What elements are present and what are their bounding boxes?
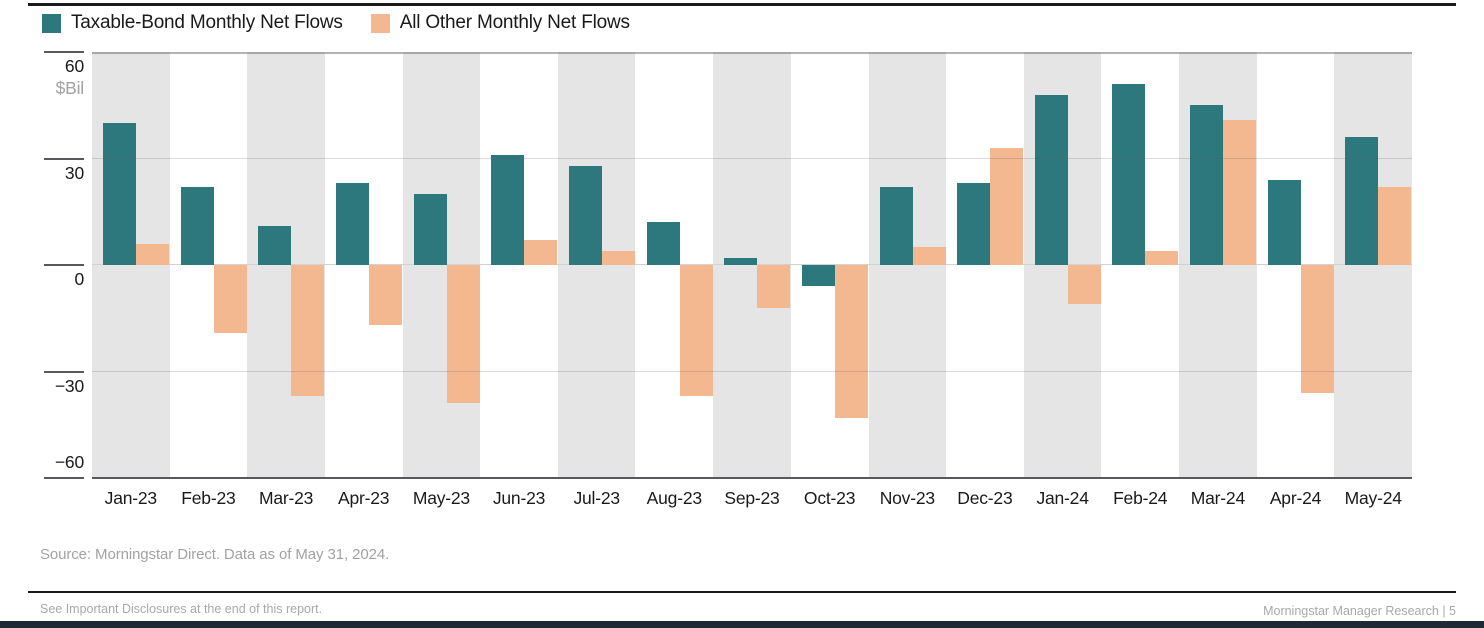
taxable-bond-bar <box>568 165 602 265</box>
footer-brand-bar <box>0 621 1484 628</box>
x-axis-label: Nov-23 <box>879 488 935 508</box>
x-axis-labels: Jan-23 Feb-23 Mar-23 Apr-23 May-23 Jun-23 Jul-… <box>92 488 1412 510</box>
y-tick <box>44 264 84 266</box>
y-tick <box>44 477 84 479</box>
gridline <box>92 370 1412 372</box>
legend-label-all-other: All Other Monthly Net Flows <box>399 12 630 33</box>
month-band <box>1334 52 1412 478</box>
y-tick <box>44 157 84 160</box>
all-other-bar <box>1300 265 1334 393</box>
taxable-bond-bar <box>724 257 758 265</box>
plot-top-line <box>92 52 1412 54</box>
all-other-bar <box>601 250 635 265</box>
legend-label-taxable-bond: Taxable-Bond Monthly Net Flows <box>71 12 343 33</box>
all-other-bar <box>136 243 169 265</box>
taxable-bond-bar <box>1112 84 1146 265</box>
y-tick-label: −60 <box>54 452 84 472</box>
month-band <box>480 52 558 478</box>
footer-brand-page: Morningstar Manager Research | 5 <box>1263 604 1456 618</box>
taxable-bond-bar <box>1267 179 1301 265</box>
x-axis-label: Oct-23 <box>803 488 856 508</box>
taxable-bond-bar <box>491 155 525 265</box>
x-axis-label: Apr-24 <box>1269 488 1322 508</box>
all-other-bar <box>679 265 713 397</box>
all-other-bar <box>1378 186 1412 265</box>
all-other-bar <box>1145 250 1179 265</box>
x-axis-label: Feb-23 <box>181 488 236 508</box>
x-axis-label: Jan-24 <box>1036 488 1089 508</box>
month-band <box>557 52 636 478</box>
taxable-bond-bar <box>646 222 680 265</box>
taxable-bond-bar <box>1345 137 1379 265</box>
footer-divider <box>28 591 1456 593</box>
taxable-bond-bar <box>879 186 913 265</box>
x-axis-label: Mar-23 <box>258 488 314 508</box>
x-axis-label: Apr-23 <box>338 488 390 508</box>
all-other-bar <box>990 147 1024 265</box>
all-other-bar <box>213 265 247 333</box>
taxable-bond-bar <box>957 183 991 265</box>
chart-legend: Taxable-Bond Monthly Net Flows All Other… <box>42 10 658 36</box>
footer-disclosure: See Important Disclosures at the end of … <box>40 602 323 616</box>
x-axis-label: May-24 <box>1344 488 1402 508</box>
taxable-bond-bar <box>258 225 292 265</box>
month-band <box>946 52 1024 478</box>
y-tick-label: 30 <box>64 162 84 183</box>
taxable-bond-bar <box>801 265 835 287</box>
all-other-bar <box>368 265 402 326</box>
all-other-bar <box>446 265 480 404</box>
x-axis-label: Dec-23 <box>957 488 1013 508</box>
taxable-bond-bar <box>1190 105 1224 266</box>
all-other-bar <box>291 265 325 397</box>
x-axis-label: May-23 <box>412 488 470 508</box>
legend-swatch-all-other <box>370 13 390 33</box>
all-other-bar <box>1067 265 1101 304</box>
all-other-bar <box>834 265 868 418</box>
all-other-bar <box>524 240 558 265</box>
all-other-bar <box>757 265 791 308</box>
x-axis-label: Jun-23 <box>492 488 546 508</box>
top-divider <box>28 3 1456 6</box>
x-axis-label: Feb-24 <box>1113 488 1168 508</box>
month-band <box>92 52 170 478</box>
y-tick-label: 60 <box>64 56 84 76</box>
y-tick <box>44 51 84 53</box>
x-axis-label: Jan-23 <box>104 488 158 508</box>
all-other-bar <box>912 247 946 266</box>
y-tick-label: 0 <box>74 269 84 289</box>
y-axis-unit-label: $Bil <box>55 78 85 98</box>
plot-area <box>92 52 1412 478</box>
taxable-bond-bar <box>180 186 214 265</box>
x-axis-line <box>92 477 1412 479</box>
all-other-bar <box>1223 119 1257 265</box>
y-tick <box>44 370 84 373</box>
taxable-bond-bar <box>413 194 447 265</box>
taxable-bond-bar <box>1034 94 1068 265</box>
y-tick-label: −30 <box>54 375 84 396</box>
gridline <box>92 157 1412 159</box>
taxable-bond-bar <box>103 123 136 265</box>
x-axis-label: Aug-23 <box>646 488 702 508</box>
x-axis-label: Mar-24 <box>1190 488 1245 508</box>
x-axis-label: Jul-23 <box>573 488 620 508</box>
source-note: Source: Morningstar Direct. Data as of M… <box>40 546 390 563</box>
x-axis-label: Sep-23 <box>724 488 780 508</box>
taxable-bond-bar <box>335 183 369 265</box>
legend-swatch-taxable-bond <box>42 13 61 33</box>
